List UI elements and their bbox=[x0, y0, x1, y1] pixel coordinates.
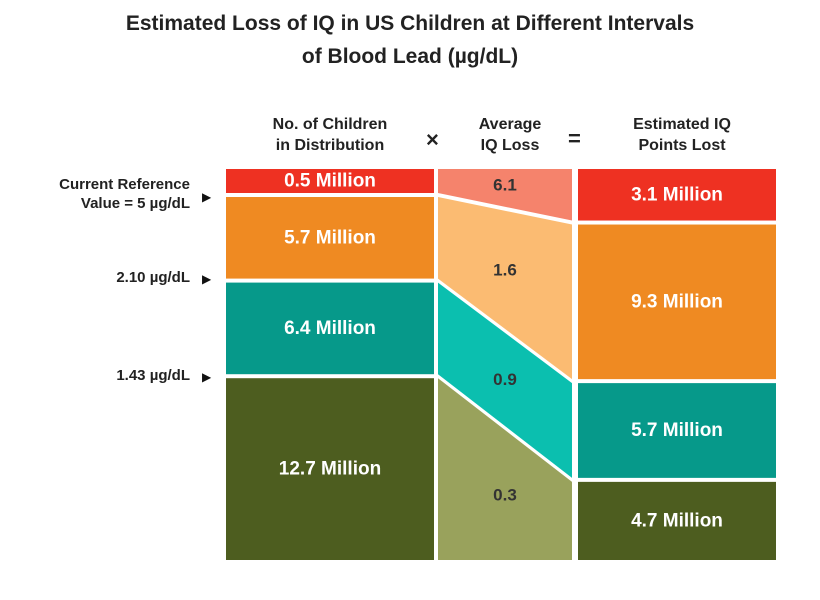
children-value-label-1: 0.5 Million bbox=[284, 171, 376, 192]
reference-arrow-icon: ▶ bbox=[202, 190, 212, 204]
loss-band-1 bbox=[438, 169, 572, 221]
children-header-line2: in Distribution bbox=[275, 137, 385, 154]
children-value-label-2: 5.7 Million bbox=[284, 227, 376, 248]
loss-header-line2: IQ Loss bbox=[480, 137, 540, 154]
loss-band-4 bbox=[438, 378, 572, 560]
points-value-label-3: 5.7 Million bbox=[631, 420, 723, 441]
loss-value-label-2: 1.6 bbox=[493, 260, 517, 279]
points-value-label-1: 3.1 Million bbox=[631, 184, 723, 205]
reference-value-label: Current Reference Value = 5 µg/dL bbox=[59, 175, 190, 213]
loss-column-header: Average IQ Loss bbox=[450, 114, 570, 156]
children-bar-4 bbox=[226, 378, 434, 560]
children-bar-3 bbox=[226, 282, 434, 375]
reference-label-line2: Value = 5 µg/dL bbox=[80, 195, 190, 212]
loss-value-label-3: 0.9 bbox=[493, 370, 517, 389]
children-value-label-3: 6.4 Million bbox=[284, 318, 376, 339]
points-column-header: Estimated IQ Points Lost bbox=[584, 114, 780, 156]
threshold-label-low: 1.43 µg/dL bbox=[116, 367, 190, 384]
loss-value-label-1: 6.1 bbox=[493, 176, 517, 195]
low-arrow-icon: ▶ bbox=[202, 370, 212, 384]
mid-arrow-icon: ▶ bbox=[202, 272, 212, 286]
times-operator: × bbox=[426, 127, 439, 152]
points-header-line2: Points Lost bbox=[638, 137, 726, 154]
loss-value-label-4: 0.3 bbox=[493, 486, 517, 505]
children-header-line1: No. of Children bbox=[272, 116, 388, 133]
reference-label-line1: Current Reference bbox=[59, 176, 190, 193]
children-bar-2 bbox=[226, 197, 434, 279]
children-value-label-4: 12.7 Million bbox=[279, 459, 381, 480]
points-header-line1: Estimated IQ bbox=[633, 116, 731, 133]
children-column-header: No. of Children in Distribution bbox=[222, 114, 438, 156]
chart-title-line2: of Blood Lead (µg/dL) bbox=[301, 45, 519, 68]
loss-band-3 bbox=[438, 282, 572, 478]
points-value-label-4: 4.7 Million bbox=[631, 510, 723, 531]
children-bar-1 bbox=[226, 169, 434, 193]
chart-title-line1: Estimated Loss of IQ in US Children at D… bbox=[125, 12, 695, 35]
points-bar-2 bbox=[578, 224, 776, 380]
points-bar-1 bbox=[578, 169, 776, 221]
threshold-label-mid: 2.10 µg/dL bbox=[116, 269, 190, 286]
loss-band-2 bbox=[438, 197, 572, 380]
points-value-label-2: 9.3 Million bbox=[631, 291, 723, 312]
points-bar-4 bbox=[578, 481, 776, 560]
points-bar-3 bbox=[578, 383, 776, 478]
equals-operator: = bbox=[568, 126, 581, 151]
loss-header-line1: Average bbox=[478, 116, 542, 133]
